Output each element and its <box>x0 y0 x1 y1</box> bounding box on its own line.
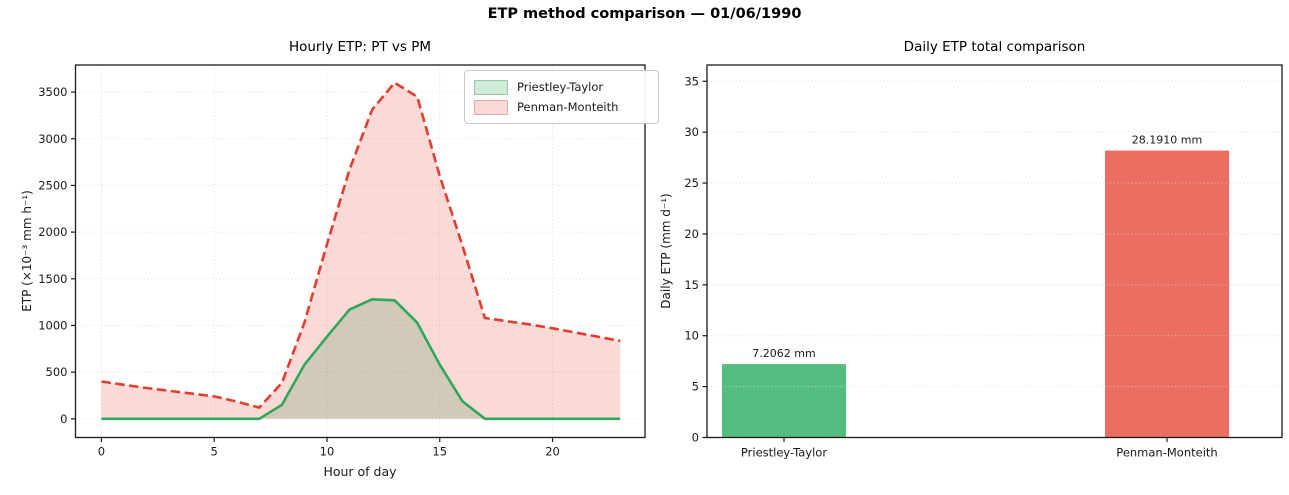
daily-y-tick-label: 5 <box>692 380 699 394</box>
legend-entry-priestley-taylor: Priestley-Taylor <box>474 77 648 97</box>
daily-axes-frame <box>706 64 1283 439</box>
penman-monteith-line <box>101 81 621 409</box>
hourly-tick-labels: 0 5 10 15 20 0 500 1000 1500 2000 2500 3000 3500 <box>38 85 560 458</box>
hourly-x-tick-label: 0 <box>98 445 105 459</box>
hourly-y-tick-label: 0 <box>60 412 67 426</box>
hourly-y-tick-label: 500 <box>46 365 68 379</box>
hourly-x-axis-label: Hour of day <box>323 464 397 479</box>
daily-category-label: Penman-Monteith <box>1116 446 1217 460</box>
daily-y-tick-label: 15 <box>684 278 699 292</box>
legend-entry-penman-monteith: Penman-Monteith <box>474 97 648 117</box>
bar-priestley-taylor <box>722 364 846 438</box>
hourly-y-tick-label: 2500 <box>38 178 67 192</box>
hourly-ticks <box>71 91 554 442</box>
figure-title: ETP method comparison — 01/06/1990 <box>487 6 802 22</box>
daily-chart-title: Daily ETP total comparison <box>903 39 1086 55</box>
penman-monteith-area <box>101 82 621 419</box>
daily-gridlines <box>707 80 1282 388</box>
hourly-x-tick-label: 5 <box>211 445 218 459</box>
daily-y-tick-label: 10 <box>684 329 699 343</box>
hourly-y-tick-label: 3500 <box>38 85 67 99</box>
hourly-axes-frame <box>74 64 646 439</box>
hourly-x-tick-label: 10 <box>320 445 335 459</box>
hourly-y-tick-label: 3000 <box>38 132 67 146</box>
legend: Priestley-Taylor Penman-Monteith <box>464 70 659 124</box>
bar-penman-monteith <box>1105 150 1229 438</box>
hourly-y-tick-label: 1000 <box>38 318 67 332</box>
bar-value-label: 7.2062 mm <box>752 347 815 360</box>
daily-y-tick-label: 20 <box>684 227 699 241</box>
hourly-y-tick-label: 2000 <box>38 225 67 239</box>
daily-y-tick-label: 25 <box>684 176 699 190</box>
priestley-taylor-line <box>101 297 621 421</box>
hourly-x-tick-label: 20 <box>545 445 560 459</box>
bar-value-label: 28.1910 mm <box>1132 134 1202 147</box>
daily-ticks <box>702 80 1168 442</box>
daily-y-tick-label: 0 <box>692 431 699 445</box>
daily-bars <box>722 150 1229 438</box>
legend-label-penman-monteith: Penman-Monteith <box>517 100 619 114</box>
hourly-y-tick-label: 1500 <box>38 272 67 286</box>
legend-label-priestley-taylor: Priestley-Taylor <box>517 80 604 94</box>
penman-monteith-swatch-icon <box>474 99 508 115</box>
daily-category-label: Priestley-Taylor <box>741 446 827 460</box>
hourly-lines <box>101 81 621 421</box>
hourly-x-tick-label: 15 <box>432 445 447 459</box>
daily-labels: 0 5 10 15 20 25 30 35 Priestley-Taylor Penman-Mon… <box>684 74 1217 459</box>
priestley-taylor-area <box>101 299 621 419</box>
hourly-chart-title: Hourly ETP: PT vs PM <box>288 39 432 55</box>
hourly-fills <box>101 82 621 419</box>
priestley-taylor-swatch-icon <box>474 79 508 95</box>
daily-y-tick-label: 30 <box>684 125 699 139</box>
daily-y-tick-label: 35 <box>684 74 699 88</box>
